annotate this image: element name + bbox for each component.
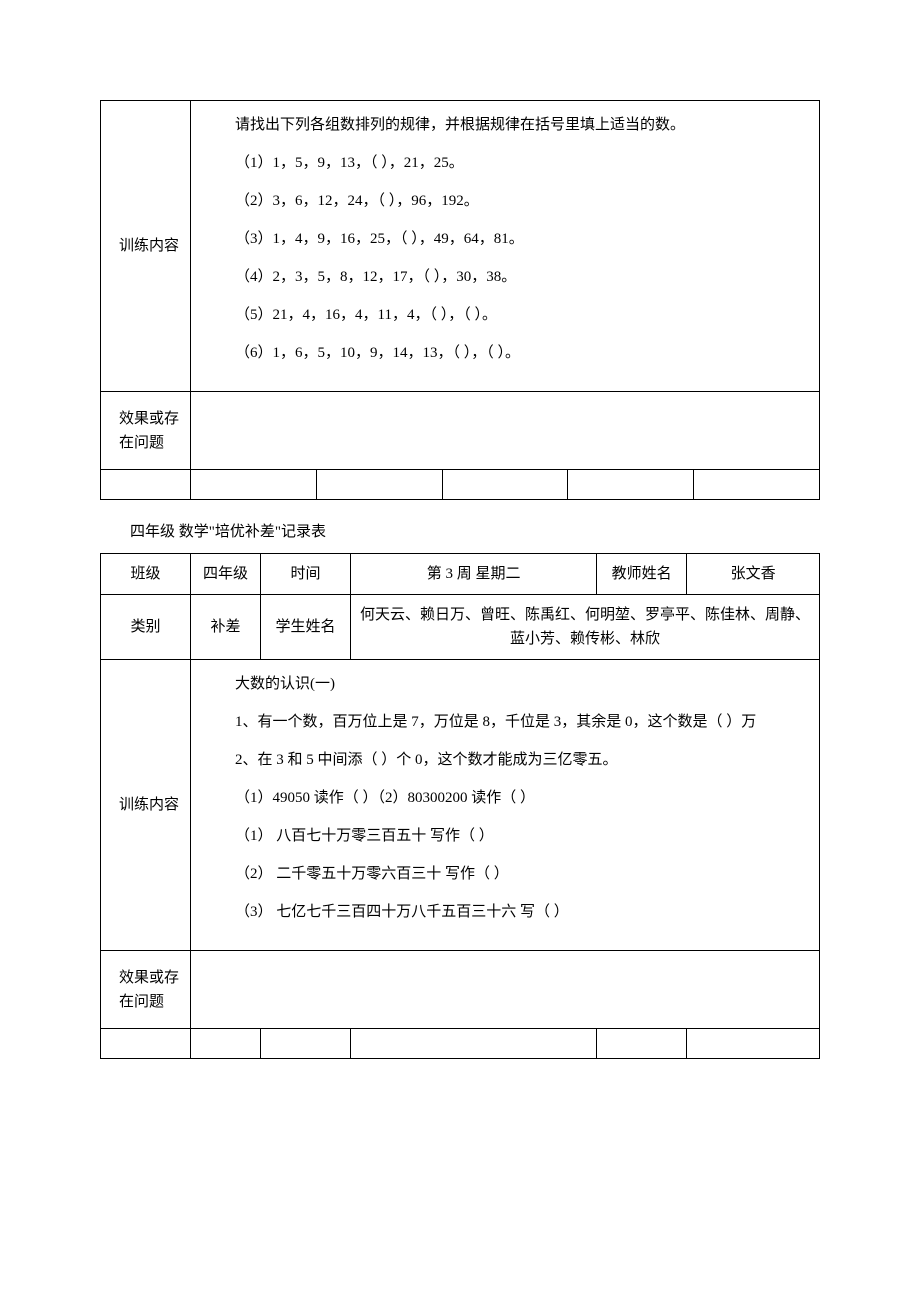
time-label: 时间 [261,554,351,595]
content-title-2: 大数的认识(一) [205,672,805,696]
t2-empty-2 [191,1029,261,1059]
student-value: 何天云、赖日万、曾旺、陈禹红、何明堃、罗亭平、陈佳林、周静、蓝小芳、赖传彬、林欣 [351,595,820,660]
record-table-1: 训练内容 请找出下列各组数排列的规律，并根据规律在括号里填上适当的数。 （1）1… [100,100,820,500]
category-value: 补差 [191,595,261,660]
item-3: （3）1，4，9，16，25，（ ），49，64，81。 [205,227,805,251]
t2-item-5: （2） 二千零五十万零六百三十 写作（ ） [205,862,805,886]
category-label: 类别 [101,595,191,660]
training-content: 请找出下列各组数排列的规律，并根据规律在括号里填上适当的数。 （1）1，5，9，… [191,101,820,392]
intro-text: 请找出下列各组数排列的规律，并根据规律在括号里填上适当的数。 [205,113,805,137]
time-value: 第 3 周 星期二 [351,554,597,595]
training-label: 训练内容 [101,101,191,392]
item-1: （1）1，5，9，13，（ ），21，25。 [205,151,805,175]
student-label: 学生姓名 [261,595,351,660]
empty-cell-3 [316,470,442,500]
t2-item-4: （1） 八百七十万零三百五十 写作（ ） [205,824,805,848]
feedback-content-2 [191,951,820,1029]
t2-item-3: （1）49050 读作（ ）（2）80300200 读作（ ） [205,786,805,810]
teacher-value: 张文香 [687,554,820,595]
teacher-label: 教师姓名 [597,554,687,595]
section-title: 四年级 数学"培优补差"记录表 [130,520,820,541]
t2-empty-1 [101,1029,191,1059]
empty-cell-2 [191,470,317,500]
t2-item-1: 1、有一个数，百万位上是 7，万位是 8，千位是 3，其余是 0，这个数是（ ）… [205,710,805,734]
feedback-label-2: 效果或存在问题 [101,951,191,1029]
empty-cell-5 [568,470,694,500]
class-label: 班级 [101,554,191,595]
training-content-2: 大数的认识(一) 1、有一个数，百万位上是 7，万位是 8，千位是 3，其余是 … [191,660,820,951]
item-4: （4）2，3，5，8，12，17，（ ），30，38。 [205,265,805,289]
t2-item-6: （3） 七亿七千三百四十万八千五百三十六 写（ ） [205,900,805,924]
class-value: 四年级 [191,554,261,595]
empty-cell-4 [442,470,568,500]
t2-empty-3 [261,1029,351,1059]
empty-cell-6 [694,470,820,500]
item-5: （5）21，4，16，4，11，4，（ ），（ ）。 [205,303,805,327]
t2-empty-4 [351,1029,597,1059]
feedback-content [191,392,820,470]
t2-item-2: 2、在 3 和 5 中间添（ ）个 0，这个数才能成为三亿零五。 [205,748,805,772]
t2-empty-5 [597,1029,687,1059]
item-2: （2）3，6，12，24，（ ），96，192。 [205,189,805,213]
item-6: （6）1，6，5，10，9，14，13，（ ），（ ）。 [205,341,805,365]
training-label-2: 训练内容 [101,660,191,951]
t2-empty-6 [687,1029,820,1059]
feedback-label: 效果或存在问题 [101,392,191,470]
empty-cell-1 [101,470,191,500]
record-table-2: 班级 四年级 时间 第 3 周 星期二 教师姓名 张文香 类别 补差 学生姓名 … [100,553,820,1059]
